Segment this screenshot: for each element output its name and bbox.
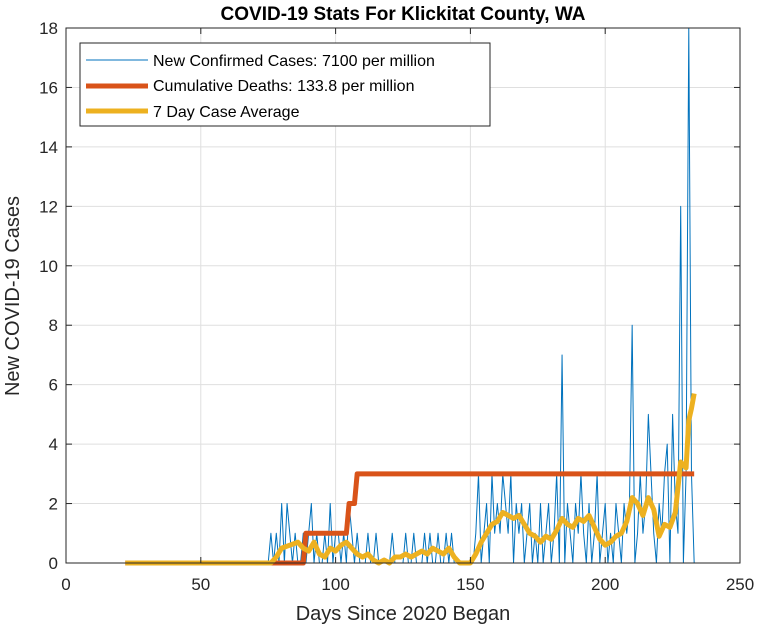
y-tick-label: 8 (49, 316, 58, 335)
y-tick-label: 4 (49, 435, 58, 454)
x-tick-label: 250 (726, 575, 754, 594)
y-tick-label: 16 (39, 78, 58, 97)
y-tick-label: 14 (39, 138, 58, 157)
seven-day-average-line (125, 393, 697, 566)
y-tick-label: 10 (39, 257, 58, 276)
x-tick-label: 50 (191, 575, 210, 594)
series-layer (125, 27, 697, 566)
y-axis-label: New COVID-19 Cases (2, 196, 24, 396)
legend-label-7-day-average: 7 Day Case Average (153, 104, 300, 121)
cumulative-deaths-line (125, 471, 695, 566)
plot-frame (65, 27, 741, 564)
chart-title: COVID-19 Stats For Klickitat County, WA (221, 4, 586, 25)
x-tick-label: 0 (61, 575, 70, 594)
y-tick-label: 6 (49, 376, 58, 395)
y-tick-label: 0 (49, 554, 58, 573)
legend-label-cumulative-deaths: Cumulative Deaths: 133.8 per million (153, 78, 414, 95)
x-tick-label: 200 (591, 575, 619, 594)
x-tick-label: 150 (456, 575, 484, 594)
y-tick-label: 18 (39, 19, 58, 38)
axis-ticks: 0 50 100 150 200 250 0 2 4 6 8 10 12 14 16 18 (39, 19, 754, 594)
legend-label-new-cases: New Confirmed Cases: 7100 per million (153, 53, 435, 70)
y-tick-label: 12 (39, 197, 58, 216)
legend: New Confirmed Cases: 7100 per million Cu… (79, 42, 491, 127)
y-tick-label: 2 (49, 495, 58, 514)
x-tick-label: 100 (321, 575, 349, 594)
x-axis-label: Days Since 2020 Began (296, 603, 511, 625)
legend-box (79, 42, 491, 127)
